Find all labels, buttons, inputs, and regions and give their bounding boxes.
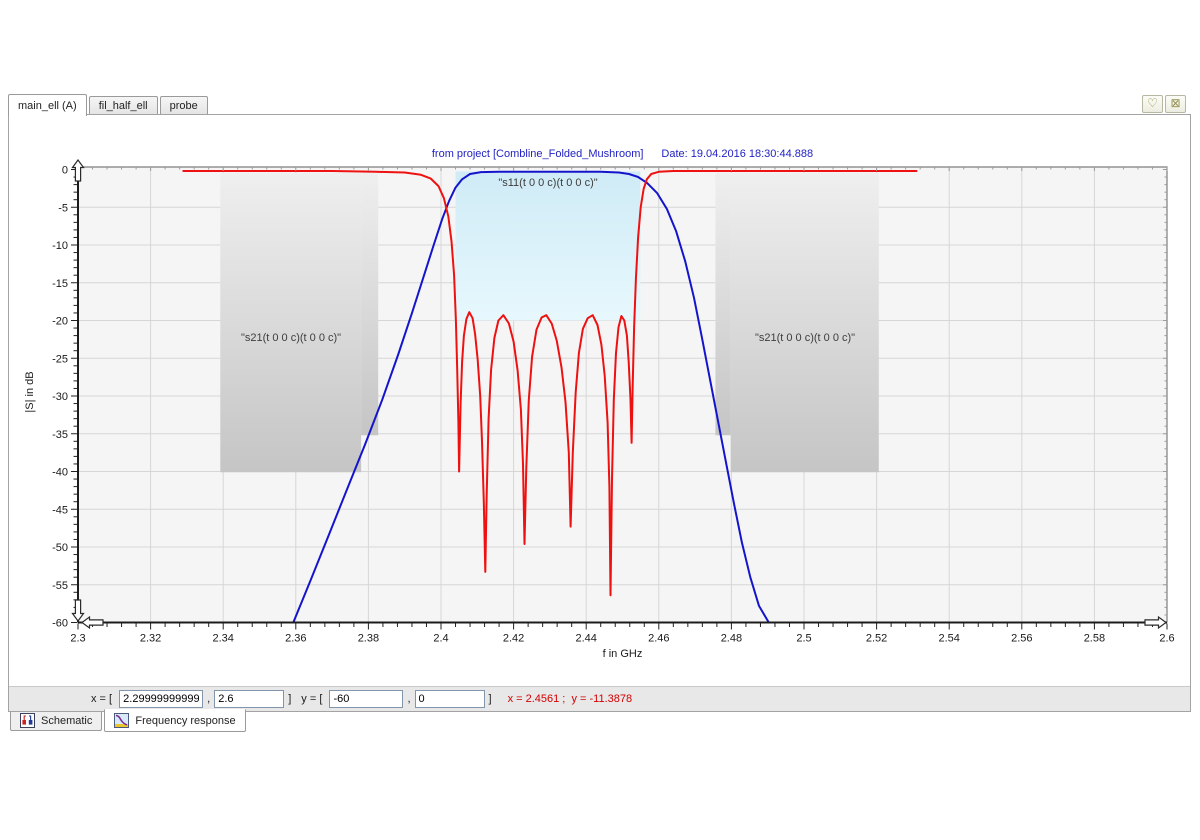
y-range-close: ] bbox=[488, 693, 492, 705]
svg-text:2.44: 2.44 bbox=[575, 633, 596, 645]
favorite-icon[interactable]: ♡ bbox=[1142, 95, 1163, 113]
tab-main-ell[interactable]: main_ell (A) bbox=[8, 94, 87, 116]
svg-text:2.36: 2.36 bbox=[285, 633, 306, 645]
y-axis-up-arrow bbox=[71, 158, 85, 182]
svg-text:-55: -55 bbox=[52, 580, 68, 592]
app-window: main_ell (A) fil_half_ell probe ♡ ⊠ 2.3 2… bbox=[8, 92, 1191, 734]
tab-frequency-response[interactable]: Frequency response bbox=[104, 709, 246, 732]
x-max-input[interactable] bbox=[214, 690, 285, 708]
svg-text:-15: -15 bbox=[52, 278, 68, 290]
plot-container: 2.3 2.32 2.34 2.36 2.38 2.4 2.42 2.44 2.46 2.48 2.… bbox=[9, 115, 1190, 686]
svg-text:0: 0 bbox=[62, 165, 68, 177]
spec-box-stopband-left-edge bbox=[361, 172, 379, 436]
svg-text:-5: -5 bbox=[58, 202, 68, 214]
x-range-prefix: x = [ bbox=[91, 693, 116, 705]
svg-text:2.42: 2.42 bbox=[503, 633, 524, 645]
svg-text:2.34: 2.34 bbox=[212, 633, 233, 645]
svg-text:-25: -25 bbox=[52, 353, 68, 365]
axis-range-bar: x = [ , ] y = [ , ] x = 2.4561 ; y = -11… bbox=[9, 686, 1190, 711]
svg-text:-40: -40 bbox=[52, 467, 68, 479]
tab-probe[interactable]: probe bbox=[159, 96, 208, 115]
close-all-icon[interactable]: ⊠ bbox=[1165, 95, 1186, 113]
bottom-tabbar: Schematic Frequency response bbox=[10, 709, 248, 734]
svg-text:2.5: 2.5 bbox=[796, 633, 811, 645]
svg-text:-60: -60 bbox=[52, 618, 68, 630]
trace-s21-transmission bbox=[292, 170, 770, 624]
svg-text:2.46: 2.46 bbox=[648, 633, 669, 645]
svg-text:2.38: 2.38 bbox=[358, 633, 379, 645]
main-panel: 2.3 2.32 2.34 2.36 2.38 2.4 2.42 2.44 2.46 2.48 2.… bbox=[8, 114, 1191, 712]
svg-text:-20: -20 bbox=[52, 316, 68, 328]
svg-text:-35: -35 bbox=[52, 429, 68, 441]
x-range-close: ] bbox=[288, 693, 292, 705]
comma-separator: , bbox=[207, 693, 211, 705]
frequency-response-icon bbox=[114, 713, 130, 728]
trace-s11-reflection bbox=[182, 170, 918, 597]
y-min-input[interactable] bbox=[329, 690, 404, 708]
sparameter-chart[interactable]: 2.3 2.32 2.34 2.36 2.38 2.4 2.42 2.44 2.46 2.48 2.… bbox=[9, 115, 1190, 686]
spec-box-stopband-right-main bbox=[730, 172, 879, 473]
x-min-input[interactable] bbox=[119, 690, 204, 708]
y-axis-down-arrow bbox=[71, 599, 85, 623]
svg-text:-50: -50 bbox=[52, 542, 68, 554]
top-tabbar: main_ell (A) fil_half_ell probe bbox=[8, 92, 1191, 116]
svg-text:2.32: 2.32 bbox=[140, 633, 161, 645]
tab-fil-half-ell[interactable]: fil_half_ell bbox=[88, 96, 158, 115]
x-axis-right-arrow bbox=[1144, 615, 1168, 630]
spec-box-passband-s11-spec bbox=[455, 171, 641, 321]
svg-text:2.58: 2.58 bbox=[1084, 633, 1105, 645]
svg-text:-30: -30 bbox=[52, 391, 68, 403]
tab-frequency-response-label: Frequency response bbox=[135, 714, 236, 727]
svg-text:2.3: 2.3 bbox=[70, 633, 85, 645]
y-max-input[interactable] bbox=[414, 690, 485, 708]
window-corner-buttons: ♡ ⊠ bbox=[1142, 95, 1186, 113]
svg-text:2.48: 2.48 bbox=[721, 633, 742, 645]
svg-text:2.4: 2.4 bbox=[433, 633, 448, 645]
y-range-prefix: y = [ bbox=[301, 693, 326, 705]
svg-text:2.54: 2.54 bbox=[938, 633, 959, 645]
comma-separator: , bbox=[407, 693, 411, 705]
spec-box-stopband-right-edge bbox=[715, 172, 731, 436]
tab-schematic[interactable]: Schematic bbox=[10, 710, 103, 731]
svg-text:2.6: 2.6 bbox=[1159, 633, 1174, 645]
schematic-icon bbox=[20, 713, 35, 728]
spec-box-stopband-left-main bbox=[220, 172, 362, 473]
svg-text:2.56: 2.56 bbox=[1011, 633, 1032, 645]
cursor-position-readout: x = 2.4561 ; y = -11.3878 bbox=[507, 693, 633, 705]
svg-text:-10: -10 bbox=[52, 240, 68, 252]
svg-text:-45: -45 bbox=[52, 504, 68, 516]
x-axis-left-arrow bbox=[80, 615, 104, 630]
svg-text:2.52: 2.52 bbox=[866, 633, 887, 645]
tab-schematic-label: Schematic bbox=[41, 714, 93, 727]
